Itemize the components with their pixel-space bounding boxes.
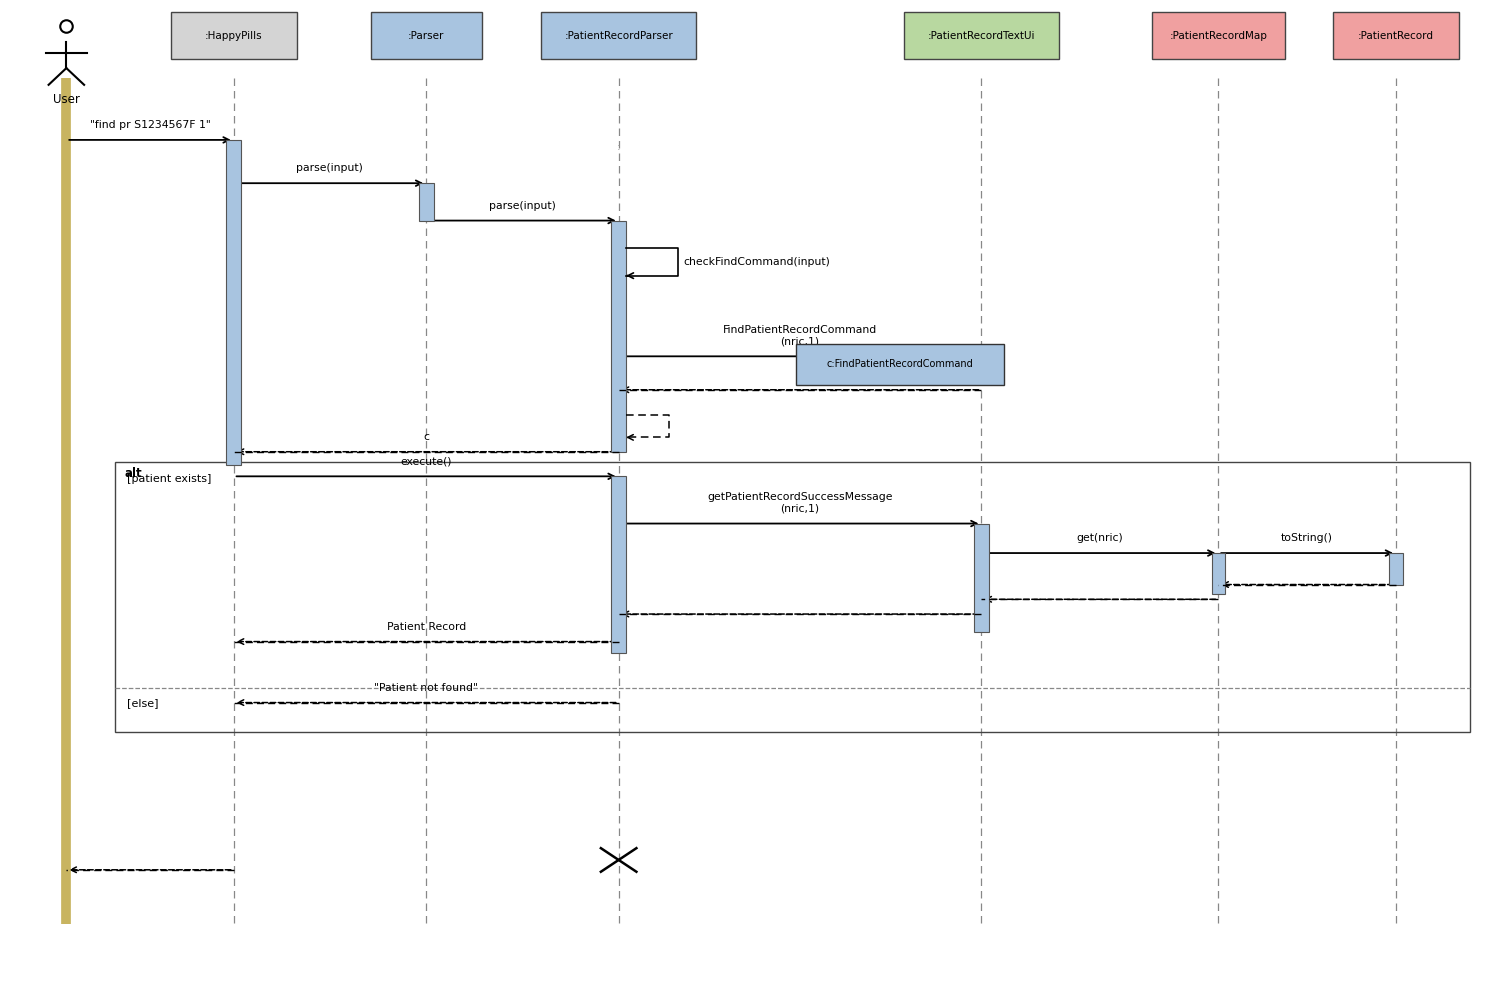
Text: c:FindPatientRecordCommand: c:FindPatientRecordCommand	[826, 359, 974, 369]
Text: :: :	[616, 142, 621, 152]
Bar	[418, 184, 433, 220]
Text: execute(): execute()	[401, 456, 451, 466]
Text: [patient exists]: [patient exists]	[127, 474, 211, 484]
Bar	[797, 343, 1004, 385]
Bar	[612, 220, 625, 451]
Text: "Patient not found": "Patient not found"	[374, 682, 478, 692]
Text: get(nric): get(nric)	[1077, 534, 1123, 544]
Bar	[371, 12, 481, 60]
Text: checkFindCommand(input): checkFindCommand(input)	[683, 257, 831, 267]
Text: "find pr S1234567F 1": "find pr S1234567F 1"	[89, 120, 210, 130]
Text: :Parser: :Parser	[408, 31, 444, 41]
Text: :HappyPills: :HappyPills	[205, 31, 262, 41]
Text: c: c	[423, 432, 429, 441]
Text: User: User	[54, 92, 80, 106]
Bar	[1389, 554, 1403, 584]
Bar	[612, 476, 625, 654]
Bar	[1151, 12, 1285, 60]
Text: toString(): toString()	[1281, 534, 1333, 544]
Bar	[1333, 12, 1459, 60]
Bar	[226, 140, 241, 464]
Text: parse(input): parse(input)	[296, 164, 363, 174]
Text: getPatientRecordSuccessMessage
(nric,1): getPatientRecordSuccessMessage (nric,1)	[707, 492, 893, 514]
Text: parse(input): parse(input)	[488, 200, 555, 210]
Text: [else]: [else]	[127, 697, 158, 707]
Bar	[171, 12, 296, 60]
Text: :PatientRecordTextUi: :PatientRecordTextUi	[928, 31, 1035, 41]
Bar	[974, 524, 989, 632]
Text: :PatientRecord: :PatientRecord	[1358, 31, 1434, 41]
Text: Patient Record: Patient Record	[387, 622, 466, 632]
Bar	[541, 12, 697, 60]
Bar	[1212, 554, 1225, 594]
Text: alt: alt	[124, 467, 141, 480]
Text: FindPatientRecordCommand
(nric,1): FindPatientRecordCommand (nric,1)	[722, 325, 877, 346]
Bar	[115, 461, 1470, 732]
Bar	[904, 12, 1059, 60]
Text: :PatientRecordParser: :PatientRecordParser	[564, 31, 673, 41]
Text: :PatientRecordMap: :PatientRecordMap	[1169, 31, 1267, 41]
